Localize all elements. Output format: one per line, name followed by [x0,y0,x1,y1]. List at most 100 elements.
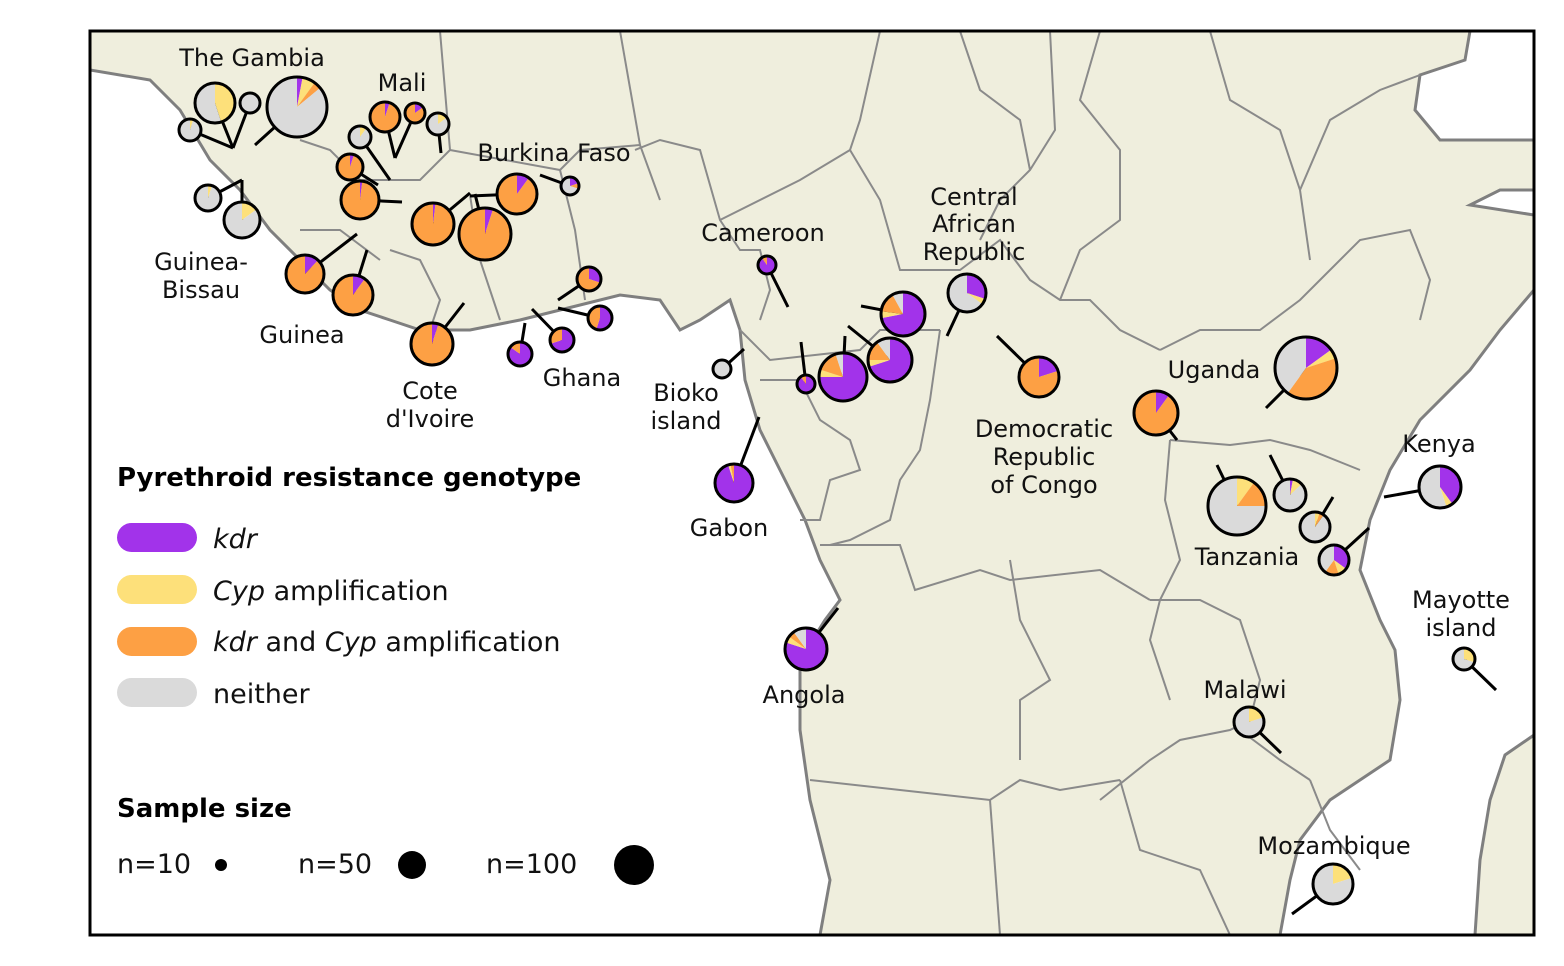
legend-swatch-kdr [117,523,197,552]
pie-outline [425,111,451,137]
label-car-line2: African [932,210,1016,238]
pie-slice-cyp [881,311,903,319]
legend-swatch-neither [117,678,197,707]
map-frame [88,29,1536,937]
pie-outline [1017,355,1061,399]
pie-slice-kdr [385,102,390,117]
legend-size-n50-label: n=50 [298,849,372,880]
pie-outline [409,321,455,367]
pie-slice-kdr [1156,391,1169,413]
pie-gambia-3 [177,117,203,143]
pie-bf-3 [559,175,581,197]
pie-gabon-1 [713,462,755,504]
label-bioko-line1: Bioko [653,379,719,407]
label-guinea-bissau-line2: Bissau [162,276,240,304]
label-cameroon: Cameroon [701,219,825,247]
legend-swatch-both [117,627,197,656]
pie-cameroon-3 [817,351,869,403]
legend-size-n100-dot [614,845,654,885]
pie-mozambique-1 [1311,862,1355,906]
pie-outline [711,358,733,380]
pie-slice-kdr [1440,466,1461,504]
pie-slice-neither [195,83,222,123]
pie-drc-1 [1017,355,1061,399]
pie-slice-neither [267,77,327,138]
label-guinea: Guinea [259,321,344,349]
pie-slice-both [1134,391,1179,436]
pie-slice-neither [1234,707,1265,738]
label-cote-divoire-line1: Cote [402,377,458,405]
pie-slice-neither [1274,479,1307,511]
pie-slice-kdr [881,292,926,336]
pie-slice-cyp [1464,648,1475,663]
pie-civ-2 [410,201,456,247]
pie-slice-both [1315,512,1324,527]
legend-size-n10-dot [215,859,227,871]
pie-ghana-3 [548,326,576,354]
pie-bioko-1 [711,358,733,380]
pie-slice-cyp [819,369,843,377]
label-car-line3: Republic [923,238,1026,266]
pie-slice-cyp [208,185,213,198]
pie-mali-4 [425,111,451,137]
label-gabon: Gabon [690,514,768,542]
pie-outline [1132,389,1180,437]
pie-outline [347,124,373,150]
pie-outline [586,304,614,332]
africa-landmass [90,31,1534,935]
pie-outline [495,172,539,216]
pie-outline [1298,510,1332,544]
pie-angola-1 [783,626,829,672]
pie-guinea-1 [284,253,326,295]
pie-slice-cyp [1315,512,1320,527]
pie-slice-cyp [1249,707,1264,722]
pie-outline [1272,477,1308,513]
pie-slice-kdr [360,181,363,200]
pie-mali-2 [403,101,427,125]
label-bioko-line2: island [651,407,722,435]
pie-slice-both [1287,358,1337,399]
pie-slice-cyp [786,636,806,649]
label-car-line1: Central [930,183,1017,211]
pie-slice-cyp [190,119,194,130]
pie-slice-neither [427,113,450,136]
pie-outline [783,626,829,672]
pie-uganda-2 [1273,335,1339,401]
label-malawi: Malawi [1203,676,1286,704]
legend-label-kdr: kdr [213,524,259,555]
pie-ghana-1 [575,265,603,293]
label-kenya: Kenya [1402,430,1475,458]
pie-slice-kdr [869,338,912,382]
pie-ghana-4 [506,340,534,368]
pie-slice-neither [793,628,806,649]
pie-slice-both [411,323,454,365]
pie-slice-neither [835,353,843,377]
pie-slice-both [337,154,363,181]
pie-slice-neither [179,119,201,142]
pie-outline [1451,646,1477,672]
pie-outline [817,351,869,403]
legend-label-both: kdr and Cyp amplification [213,627,561,658]
pie-slice-cyp [728,464,734,483]
pie-ghana-2 [586,304,614,332]
pie-outline [1273,335,1339,401]
label-angola: Angola [763,681,846,709]
country-borders [299,31,1432,935]
pie-slice-neither [1313,864,1354,905]
pie-slice-kdr [596,306,612,330]
pie-guinea-2 [331,273,375,317]
pie-tanzania-4 [1317,543,1351,577]
pie-slice-neither [1419,466,1447,508]
pie-slice-both [570,183,579,189]
pie-outline [559,175,581,197]
pie-outline [284,253,326,295]
pie-car-1 [946,272,988,314]
pie-slice-kdr [1039,357,1059,377]
pie-outline [1311,862,1355,906]
pie-tanzania-1 [1206,475,1268,537]
pie-outline [403,101,427,125]
pie-mali-6 [339,179,381,221]
label-tanzania: Tanzania [1194,543,1300,571]
pie-gambia-1 [193,81,237,125]
pie-slice-kdr [432,323,439,344]
